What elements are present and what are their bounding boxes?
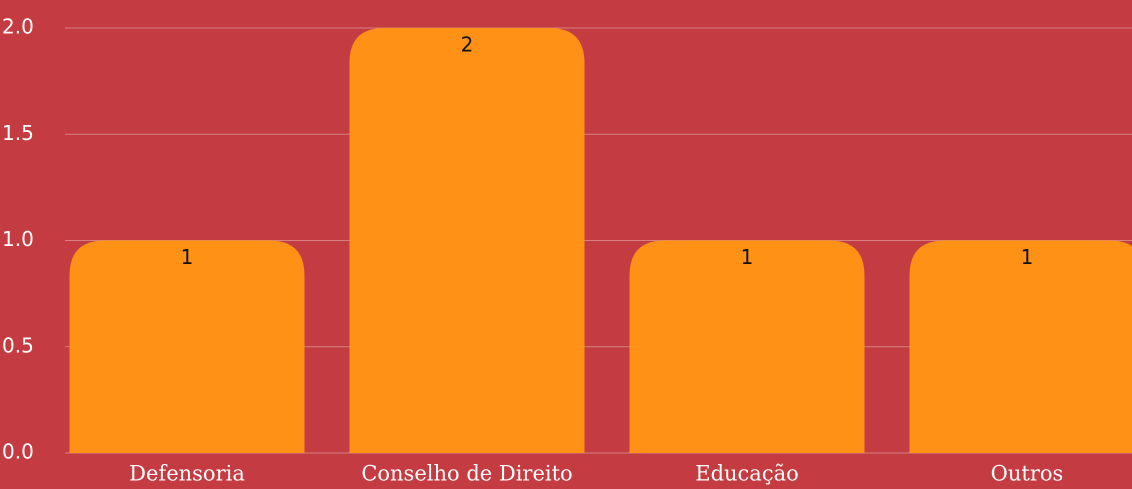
- x-tick-label: Educação: [695, 462, 799, 486]
- value-label: 1: [1021, 245, 1034, 269]
- y-tick-label: 1.0: [2, 227, 34, 251]
- bar: [909, 240, 1132, 453]
- x-tick-label: Conselho de Direito: [361, 462, 572, 486]
- y-tick-label: 0.0: [2, 440, 34, 464]
- value-label: 1: [181, 245, 194, 269]
- bar: [69, 240, 305, 453]
- bar: [349, 28, 585, 453]
- value-label: 1: [741, 245, 754, 269]
- x-tick-label: Outros: [991, 462, 1064, 486]
- y-tick-label: 1.5: [2, 121, 34, 145]
- x-tick-label: Defensoria: [129, 462, 245, 486]
- y-tick-label: 0.5: [2, 333, 34, 357]
- bar: [629, 240, 865, 453]
- y-tick-label: 2.0: [2, 15, 34, 39]
- value-label: 2: [461, 33, 474, 57]
